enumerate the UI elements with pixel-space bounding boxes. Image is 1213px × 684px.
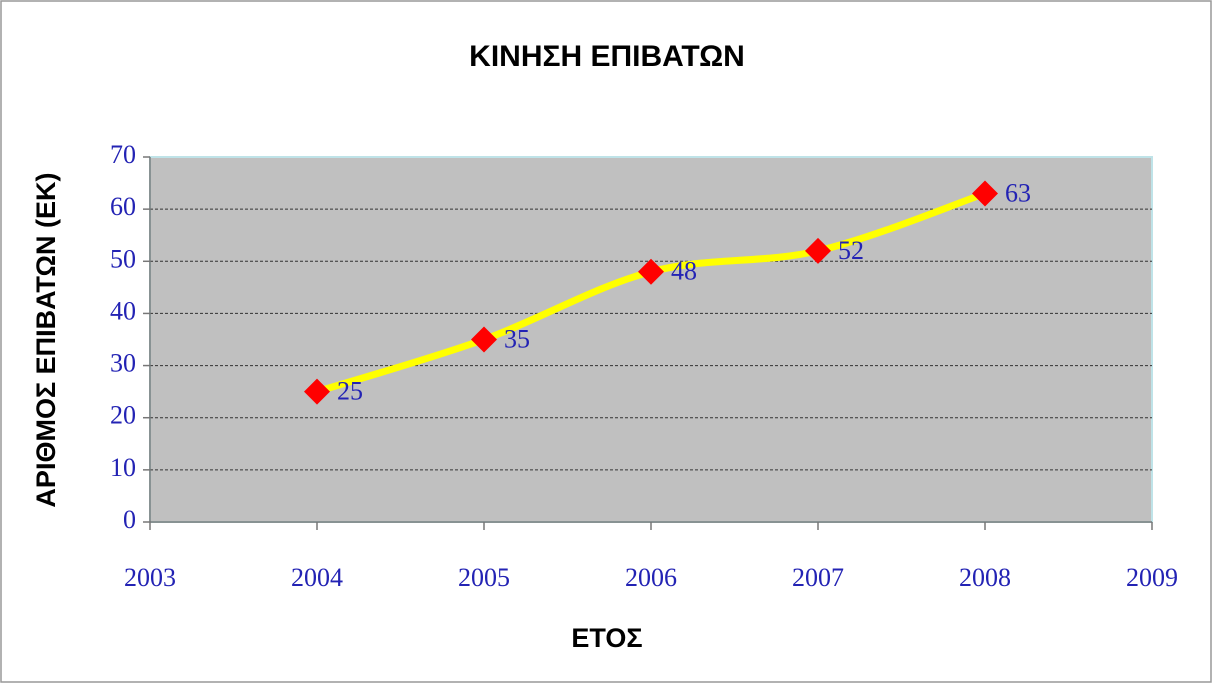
x-tick-label: 2009 bbox=[1126, 563, 1178, 592]
plot-area bbox=[149, 156, 1153, 523]
x-tick-label: 2004 bbox=[291, 563, 343, 592]
data-marker bbox=[304, 378, 330, 405]
y-tick-label: 60 bbox=[110, 192, 136, 221]
data-marker bbox=[638, 258, 664, 285]
x-tick-label: 2008 bbox=[959, 563, 1011, 592]
x-tick-label: 2003 bbox=[124, 563, 176, 592]
chart-title: ΚΙΝΗΣΗ ΕΠΙΒΑΤΩΝ bbox=[469, 40, 745, 73]
y-tick-label: 30 bbox=[110, 349, 136, 378]
y-tick-label: 70 bbox=[110, 140, 136, 169]
x-tick-label: 2006 bbox=[625, 563, 677, 592]
data-label: 35 bbox=[504, 324, 530, 353]
data-label: 25 bbox=[337, 377, 363, 406]
data-label: 52 bbox=[838, 236, 864, 265]
x-axis-title: ΕΤΟΣ bbox=[571, 623, 642, 653]
data-marker bbox=[972, 180, 998, 207]
y-tick-label: 40 bbox=[110, 296, 136, 325]
y-tick-label: 50 bbox=[110, 244, 136, 273]
y-tick-label: 0 bbox=[123, 505, 136, 534]
data-marker bbox=[471, 326, 497, 353]
x-tick-label: 2007 bbox=[792, 563, 844, 592]
data-label: 63 bbox=[1005, 178, 1031, 207]
y-axis-title: ΑΡΙΘΜΟΣ ΕΠΙΒΑΤΩΝ (ΕΚ) bbox=[31, 172, 61, 507]
x-tick-label: 2005 bbox=[458, 563, 510, 592]
y-tick-label: 20 bbox=[110, 401, 136, 430]
data-label: 48 bbox=[671, 257, 697, 286]
data-marker bbox=[805, 237, 831, 264]
y-tick-label: 10 bbox=[110, 453, 136, 482]
